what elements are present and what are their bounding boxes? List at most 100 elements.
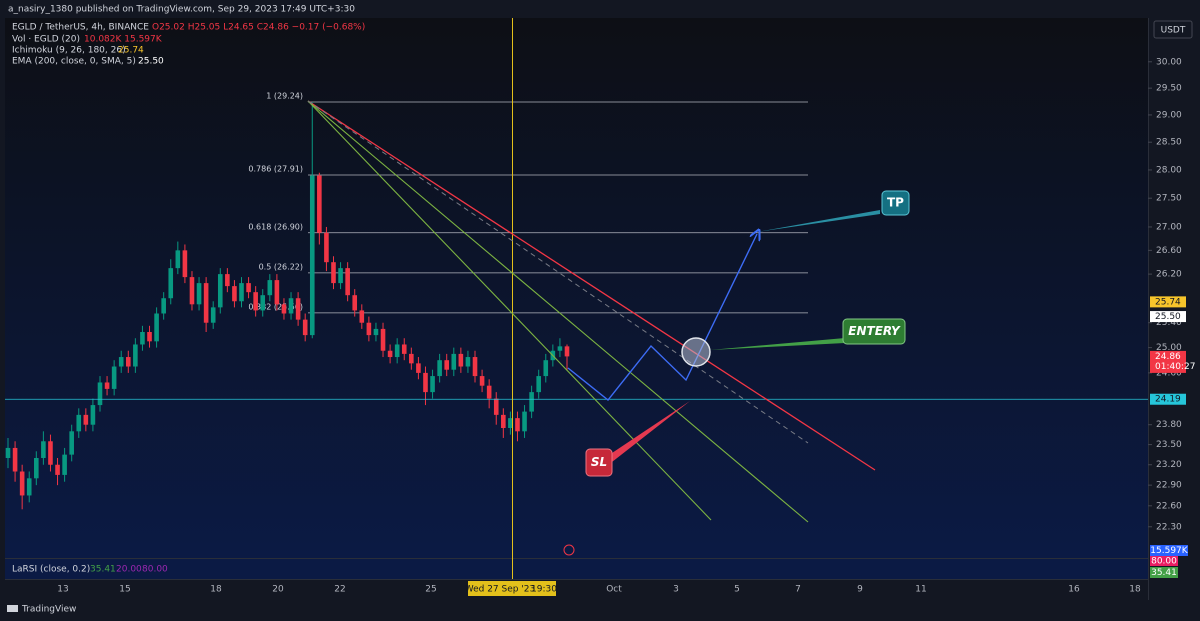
candle-body xyxy=(486,385,492,399)
candle-body xyxy=(189,277,195,305)
candle-body xyxy=(366,322,372,336)
x-tick-label: 22 xyxy=(334,585,345,595)
candle-body xyxy=(83,414,89,425)
chart-pane xyxy=(5,18,1148,558)
candle-body xyxy=(394,344,400,358)
sl-label: SL xyxy=(591,455,607,469)
x-tick-label: 15 xyxy=(119,585,130,595)
y-tick-label: 28.00 xyxy=(1156,165,1182,175)
candle-body xyxy=(175,250,181,269)
x-tick-label: 18 xyxy=(1129,585,1141,595)
entry-circle xyxy=(681,337,711,367)
trendline xyxy=(307,100,876,471)
ichimoku: Ichimoku (9, 26, 180, 26) xyxy=(12,46,126,56)
fib-label: 0.618 (26.90) xyxy=(248,222,303,231)
candle-body xyxy=(387,350,393,358)
candle-body xyxy=(246,283,251,293)
ichimoku-value: 25.74 xyxy=(118,46,144,56)
candle-body xyxy=(274,280,280,305)
callout-arrow xyxy=(710,338,845,350)
candle-body xyxy=(543,360,549,377)
crosshair-time: 19:30 xyxy=(531,585,557,595)
candle-body xyxy=(76,414,82,432)
candle-body xyxy=(331,262,336,284)
volume: Vol · EGLD (20) xyxy=(12,35,80,45)
y-tick-label: 25.40 xyxy=(1156,318,1182,328)
trendline xyxy=(307,100,712,521)
currency: USDT xyxy=(1161,26,1186,36)
y-tick-label: 22.30 xyxy=(1156,522,1182,532)
candle-body xyxy=(324,232,329,263)
y-tick-label: 23.20 xyxy=(1156,460,1182,470)
y-tick-label: 27.00 xyxy=(1156,222,1182,232)
candle-body xyxy=(97,382,103,406)
candle-body xyxy=(409,353,414,364)
candle-body xyxy=(161,298,166,314)
candle-body xyxy=(501,414,506,429)
projection-path xyxy=(567,234,757,401)
fib-label: 0.382 (25.56) xyxy=(248,302,303,311)
entry-box xyxy=(842,318,906,345)
candle-body xyxy=(5,447,11,458)
candle-body xyxy=(557,346,563,351)
candle-body xyxy=(69,431,74,455)
candle-body xyxy=(168,268,174,299)
price-badge xyxy=(1150,567,1178,578)
candle-body xyxy=(19,471,25,496)
alert-icon[interactable] xyxy=(563,544,575,556)
price-badge xyxy=(1150,393,1186,405)
candle-body xyxy=(260,295,266,311)
indicator-pane xyxy=(5,559,1148,579)
tp-label: TP xyxy=(887,196,904,210)
candle-body xyxy=(26,478,32,496)
candle-body xyxy=(416,363,421,373)
callout-arrow xyxy=(757,210,880,232)
logo-mark xyxy=(7,605,18,612)
price-badge-text: 24.86 xyxy=(1155,352,1181,362)
indicator-value: 35.41 xyxy=(90,565,116,575)
candle-body xyxy=(41,441,46,458)
y-tick-label: 26.60 xyxy=(1156,246,1182,256)
candle-body xyxy=(529,392,534,412)
candle-body xyxy=(451,353,457,370)
currency-button[interactable] xyxy=(1153,20,1193,39)
candle-body xyxy=(154,313,159,342)
x-tick-label: Oct xyxy=(606,585,622,595)
candle-body xyxy=(444,360,450,370)
y-tick-label: 22.60 xyxy=(1156,501,1182,511)
footer-logo: TradingView xyxy=(21,605,76,615)
x-tick-label: 3 xyxy=(673,585,679,595)
price-badge-text: 25.74 xyxy=(1155,297,1181,307)
indicator-high: 80.00 xyxy=(142,565,168,575)
candle-body xyxy=(182,250,188,278)
price-badge xyxy=(1150,296,1186,308)
candle-body xyxy=(34,457,39,479)
fib-label: 0.5 (26.22) xyxy=(259,262,303,271)
candle-body xyxy=(437,360,442,377)
symbol: EGLD / TetherUS, 4h, BINANCE xyxy=(12,23,149,33)
candle-body xyxy=(118,357,124,367)
countdown: 01:40:27 xyxy=(1155,362,1195,372)
x-tick-label: 20 xyxy=(272,585,284,595)
price-badge xyxy=(1150,556,1178,566)
candle-body xyxy=(196,283,202,305)
candle-body xyxy=(338,268,343,284)
y-tick-label: 26.20 xyxy=(1156,270,1182,280)
x-tick-label: 13 xyxy=(57,585,68,595)
x-tick-label: 16 xyxy=(1068,585,1080,595)
badge-text: 15.597K xyxy=(1150,546,1188,556)
candle-body xyxy=(401,344,407,354)
fib-label: 1 (29.24) xyxy=(266,92,303,101)
candle-body xyxy=(465,357,471,367)
candle-body xyxy=(493,398,499,415)
trendline xyxy=(307,100,809,523)
candle-body xyxy=(479,376,485,386)
candle-body xyxy=(345,268,350,296)
crosshair-label xyxy=(468,581,556,596)
candle-body xyxy=(147,332,152,342)
candle-body xyxy=(317,175,322,233)
tp-box xyxy=(881,190,910,216)
indicator-low: 20.00 xyxy=(116,565,142,575)
y-tick-label: 29.00 xyxy=(1156,110,1182,120)
